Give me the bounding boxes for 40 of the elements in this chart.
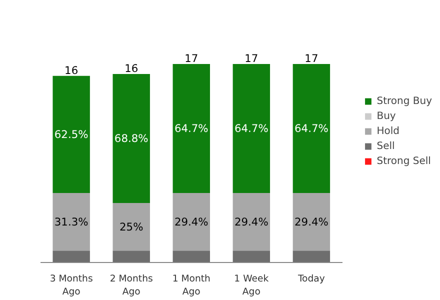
bar (52, 250, 90, 262)
annotation: 17 (184, 52, 198, 66)
bar (292, 250, 330, 262)
x-tick-label: 3 Months Ago (50, 274, 93, 298)
bar (172, 250, 210, 262)
bar (232, 250, 270, 262)
annotation: 68.8% (114, 132, 148, 145)
bar (52, 76, 90, 194)
x-tick-label: 1 Month Ago (172, 274, 211, 298)
bar (172, 193, 210, 251)
x-tick-label: 2 Months Ago (110, 274, 153, 298)
annotation: 29.4% (174, 215, 208, 228)
bar (52, 193, 90, 251)
bar (292, 64, 330, 194)
legend-label: Strong Sell (376, 155, 431, 167)
legend-label: Sell (376, 140, 396, 152)
annotation: 29.4% (294, 215, 328, 228)
annotation: 64.7% (174, 122, 208, 136)
annotation: 17 (244, 52, 258, 66)
annotation: 64.7% (234, 122, 268, 136)
legend-label: Buy (376, 110, 397, 122)
legend-label: Hold (376, 125, 400, 137)
annotation: 16 (64, 64, 78, 77)
bar (112, 250, 150, 262)
bar (292, 193, 330, 251)
bar (172, 64, 210, 194)
x-tick-label: 1 Week Ago (234, 274, 270, 298)
x-tick-label: Today (296, 274, 326, 284)
annotation: 31.3% (54, 215, 88, 228)
annotation: 62.5% (54, 128, 88, 141)
annotation: 16 (124, 62, 138, 75)
annotation: 64.7% (294, 122, 328, 136)
legend-label: Strong Buy (376, 95, 432, 107)
annotation: 17 (304, 52, 318, 66)
bar (232, 64, 270, 194)
bar (112, 74, 150, 203)
bar (232, 193, 270, 251)
annotation: 29.4% (234, 215, 268, 228)
bar (112, 202, 150, 251)
annotation: 25% (120, 220, 144, 234)
